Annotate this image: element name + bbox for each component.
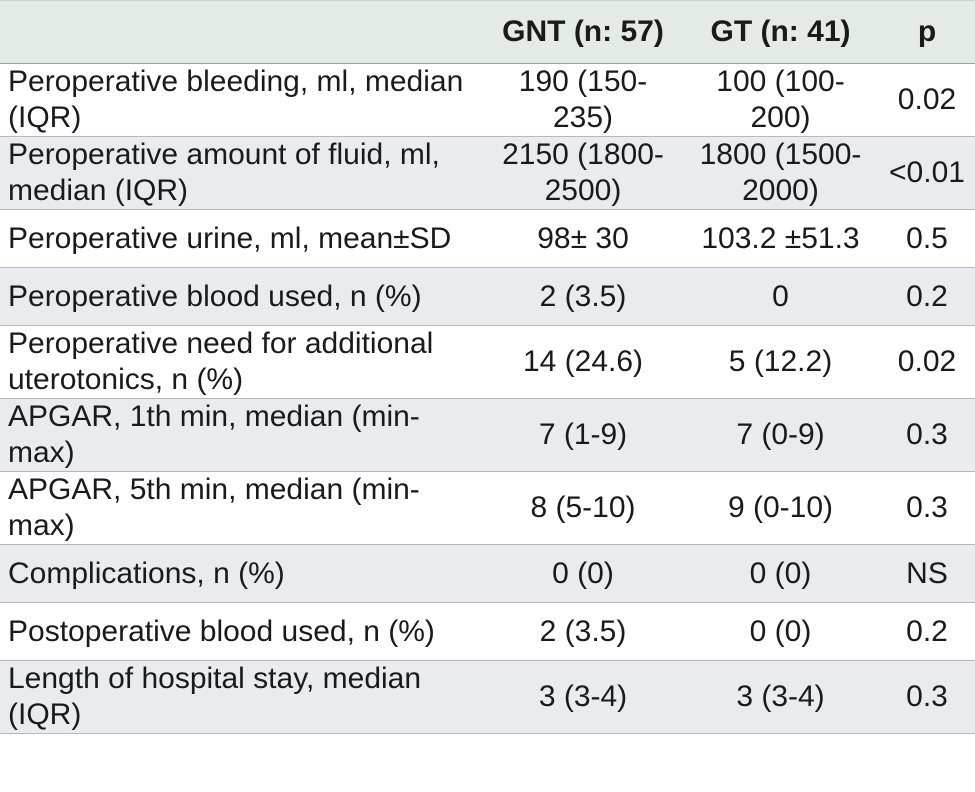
p-value: 0.02 (879, 63, 975, 137)
p-value: 0.3 (879, 398, 975, 472)
gnt-value: 2150 (1800-2500) (484, 136, 682, 210)
table-row: APGAR, 5th min, median (min-max) 8 (5-10… (0, 471, 975, 545)
results-table: GNT (n: 57) GT (n: 41) p Peroperative bl… (0, 0, 975, 734)
row-label: Peroperative bleeding, ml, median (IQR) (0, 63, 484, 137)
gnt-value: 2 (3.5) (484, 602, 682, 661)
row-label: Postoperative blood used, n (%) (0, 602, 484, 661)
row-label: APGAR, 1th min, median (min-max) (0, 398, 484, 472)
gt-value: 0 (682, 267, 879, 326)
gnt-value: 8 (5-10) (484, 471, 682, 545)
gnt-value: 190 (150-235) (484, 63, 682, 137)
table-row: Peroperative amount of fluid, ml, median… (0, 136, 975, 210)
p-value: 0.2 (879, 267, 975, 326)
table-row: Complications, n (%) 0 (0) 0 (0) NS (0, 544, 975, 603)
row-label: Peroperative urine, ml, mean±SD (0, 209, 484, 268)
gt-value: 7 (0-9) (682, 398, 879, 472)
gnt-value: 7 (1-9) (484, 398, 682, 472)
gnt-value: 2 (3.5) (484, 267, 682, 326)
table-row: Peroperative need for additional uteroto… (0, 325, 975, 399)
gt-value: 1800 (1500-2000) (682, 136, 879, 210)
table-body: Peroperative bleeding, ml, median (IQR) … (0, 63, 975, 734)
p-value: NS (879, 544, 975, 603)
table-row: Postoperative blood used, n (%) 2 (3.5) … (0, 602, 975, 661)
gt-value: 3 (3-4) (682, 660, 879, 734)
table-row: APGAR, 1th min, median (min-max) 7 (1-9)… (0, 398, 975, 472)
header-gt-column: GT (n: 41) (682, 0, 879, 64)
gnt-value: 14 (24.6) (484, 325, 682, 399)
p-value: 0.3 (879, 660, 975, 734)
row-label: Peroperative need for additional uteroto… (0, 325, 484, 399)
header-row: GNT (n: 57) GT (n: 41) p (0, 0, 975, 64)
p-value: 0.5 (879, 209, 975, 268)
gt-value: 103.2 ±51.3 (682, 209, 879, 268)
gnt-value: 98± 30 (484, 209, 682, 268)
row-label: Peroperative blood used, n (%) (0, 267, 484, 326)
gt-value: 100 (100-200) (682, 63, 879, 137)
table-row: Peroperative bleeding, ml, median (IQR) … (0, 63, 975, 137)
gnt-value: 0 (0) (484, 544, 682, 603)
row-label: Length of hospital stay, median (IQR) (0, 660, 484, 734)
table-row: Length of hospital stay, median (IQR) 3 … (0, 660, 975, 734)
table-header: GNT (n: 57) GT (n: 41) p (0, 0, 975, 64)
gt-value: 0 (0) (682, 602, 879, 661)
p-value: <0.01 (879, 136, 975, 210)
row-label: Peroperative amount of fluid, ml, median… (0, 136, 484, 210)
header-label-column (0, 0, 484, 64)
gt-value: 9 (0-10) (682, 471, 879, 545)
row-label: APGAR, 5th min, median (min-max) (0, 471, 484, 545)
header-gnt-column: GNT (n: 57) (484, 0, 682, 64)
p-value: 0.3 (879, 471, 975, 545)
gt-value: 0 (0) (682, 544, 879, 603)
table-row: Peroperative urine, ml, mean±SD 98± 30 1… (0, 209, 975, 268)
gt-value: 5 (12.2) (682, 325, 879, 399)
header-p-column: p (879, 0, 975, 64)
p-value: 0.02 (879, 325, 975, 399)
table-row: Peroperative blood used, n (%) 2 (3.5) 0… (0, 267, 975, 326)
p-value: 0.2 (879, 602, 975, 661)
row-label: Complications, n (%) (0, 544, 484, 603)
gnt-value: 3 (3-4) (484, 660, 682, 734)
